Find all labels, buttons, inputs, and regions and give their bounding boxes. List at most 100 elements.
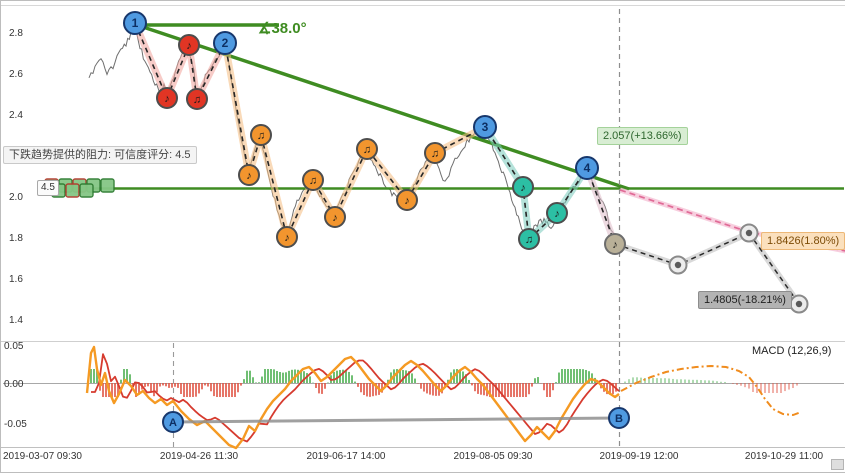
macd-forecast-histogram-bar	[752, 383, 754, 392]
macd-forecast-histogram-bar	[700, 380, 702, 383]
price-axis-tick: 2.4	[9, 110, 23, 121]
macd-forecast-histogram-bar	[680, 379, 682, 383]
x-axis-tick: 2019-03-07 09:30	[3, 451, 82, 462]
forecast-target-label-up[interactable]: 1.8426(1.80%)	[761, 232, 845, 250]
marker-label: B	[615, 413, 623, 425]
macd-forecast-histogram-bar	[796, 383, 798, 386]
marker-label: ♪	[332, 212, 338, 224]
macd-histogram-bar	[426, 383, 428, 393]
macd-histogram-bar	[309, 376, 311, 383]
macd-histogram-bar	[186, 383, 188, 397]
macd-histogram-bar	[507, 383, 509, 397]
signal-box[interactable]	[101, 179, 114, 192]
macd-histogram-bar	[570, 369, 572, 383]
macd-histogram-bar	[195, 383, 197, 397]
macd-histogram-bar	[519, 383, 521, 397]
macd-histogram-bar	[171, 383, 173, 388]
forecast-target-label-down[interactable]: 1.4805(-18.21%)	[698, 291, 792, 309]
macd-histogram-bar	[264, 369, 266, 383]
macd-histogram-bar	[561, 369, 563, 383]
macd-histogram-bar	[222, 383, 224, 397]
macd-histogram-bar	[510, 383, 512, 397]
macd-histogram-bar	[543, 383, 545, 390]
macd-histogram-bar	[411, 373, 413, 383]
macd-histogram-bar	[183, 383, 185, 397]
marker-label: ♫	[525, 234, 533, 246]
x-axis-tick: 2019-08-05 09:30	[454, 451, 533, 462]
macd-histogram-bar	[237, 383, 239, 392]
macd-histogram-bar	[369, 383, 371, 397]
macd-histogram-bar	[240, 383, 242, 386]
price-axis-tick: 2.8	[9, 28, 23, 39]
macd-axis-tick: -0.05	[4, 419, 27, 430]
macd-histogram-bar	[564, 369, 566, 383]
marker-label: ♪	[284, 232, 290, 244]
price-axis-tick: 2.0	[9, 192, 23, 203]
macd-histogram-bar	[504, 383, 506, 397]
price-axis-tick: 1.8	[9, 233, 23, 244]
macd-forecast-histogram-bar	[704, 380, 706, 383]
macd-forecast-histogram-bar	[660, 378, 662, 383]
macd-histogram-bar	[102, 383, 104, 397]
macd-histogram-bar	[255, 382, 257, 383]
resistance-annotation: 下跌趋势提供的阻力: 可信度评分: 4.5	[3, 146, 197, 164]
marker-label: ♫	[193, 94, 201, 106]
macd-forecast-histogram-bar	[628, 379, 630, 383]
macd-forecast-histogram-bar	[748, 383, 750, 389]
marker-label: 2	[222, 36, 229, 50]
marker-label: ♫	[257, 130, 265, 142]
macd-histogram-bar	[120, 380, 122, 383]
macd-histogram-bar	[552, 383, 554, 390]
signal-box[interactable]	[80, 184, 93, 197]
macd-histogram-bar	[225, 383, 227, 397]
macd-forecast-histogram-bar	[712, 381, 714, 383]
macd-histogram-bar	[129, 374, 131, 383]
macd-forecast-histogram-bar	[684, 379, 686, 383]
macd-histogram-bar	[150, 383, 152, 391]
macd-histogram-bar	[198, 383, 200, 393]
marker-label: 4	[584, 161, 591, 175]
x-axis-tick: 2019-06-17 14:00	[307, 451, 386, 462]
macd-forecast-histogram-bar	[720, 382, 722, 383]
macd-forecast-histogram-bar	[664, 378, 666, 383]
macd-forecast-histogram-bar	[732, 383, 734, 384]
macd-histogram-bar	[204, 383, 206, 385]
marker-label: ♫	[363, 144, 371, 156]
forecast-target-dot	[675, 262, 681, 268]
macd-forecast-histogram-bar	[784, 383, 786, 391]
macd-forecast-histogram-bar	[792, 383, 794, 388]
price-axis-tick: 1.6	[9, 274, 23, 285]
marker-label: 1	[132, 16, 139, 30]
x-axis-tick: 2019-10-29 11:00	[745, 451, 824, 462]
macd-forecast-histogram-bar	[652, 378, 654, 383]
macd-forecast-histogram-bar	[768, 383, 770, 393]
macd-forecast-histogram-bar	[772, 383, 774, 393]
signal-box[interactable]	[66, 184, 79, 197]
macd-histogram-bar	[219, 383, 221, 397]
macd-histogram-bar	[189, 383, 191, 397]
macd-histogram-bar	[270, 369, 272, 383]
macd-histogram-bar	[402, 370, 404, 383]
macd-histogram-bar	[363, 383, 365, 395]
macd-forecast-histogram-bar	[764, 383, 766, 393]
macd-histogram-bar	[525, 383, 527, 397]
marker-label: ♫	[309, 175, 317, 187]
macd-histogram-bar	[324, 383, 326, 389]
macd-histogram-bar	[414, 379, 416, 383]
macd-histogram-bar	[165, 383, 167, 386]
marker-label: ♪	[520, 182, 526, 194]
macd-histogram-bar	[354, 382, 356, 383]
macd-histogram-bar	[153, 383, 155, 396]
macd-axis-tick: 0.00	[4, 379, 24, 390]
macd-histogram-bar	[201, 383, 203, 389]
macd-histogram-bar	[207, 383, 209, 387]
macd-histogram-bar	[252, 377, 254, 383]
macd-histogram-bar	[276, 371, 278, 383]
macd-forecast-histogram-bar	[788, 383, 790, 390]
macd-histogram-bar	[246, 371, 248, 383]
macd-histogram-bar	[228, 383, 230, 397]
macd-histogram-bar	[213, 383, 215, 396]
scrollbar-corner[interactable]	[831, 459, 844, 470]
resistance-price-label[interactable]: 2.057(+13.66%)	[597, 127, 688, 145]
